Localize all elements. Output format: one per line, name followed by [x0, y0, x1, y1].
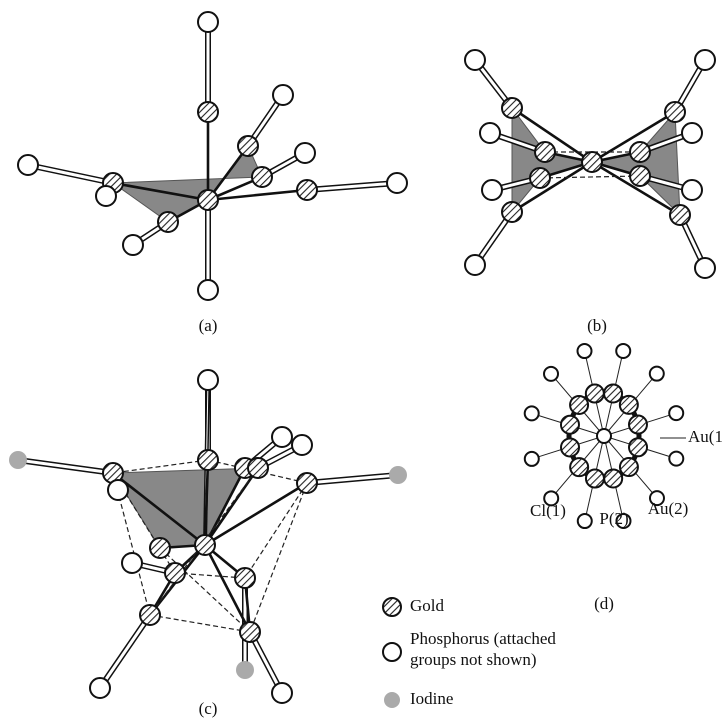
gold-atom [570, 458, 588, 476]
panel-label: (a) [199, 316, 218, 335]
contact [160, 548, 250, 632]
gold-atom [248, 458, 268, 478]
phosphorus-atom [18, 155, 38, 175]
phosphorus-atom [616, 344, 630, 358]
atom-label: P(2) [599, 509, 628, 528]
gold-atom [630, 142, 650, 162]
phosphorus-atom [295, 143, 315, 163]
gold-atom [158, 212, 178, 232]
gold-atom [502, 98, 522, 118]
gold-atom [240, 622, 260, 642]
p-bond-inner [18, 460, 113, 473]
gold-atom [604, 469, 622, 487]
gold-atom [238, 136, 258, 156]
panel-label: (d) [594, 594, 614, 613]
phosphorus-atom [480, 123, 500, 143]
phosphorus-atom [383, 643, 401, 661]
legend-text: Phosphorus (attached [410, 629, 556, 648]
gold-atom [297, 180, 317, 200]
phosphorus-atom [465, 50, 485, 70]
gold-atom [630, 166, 650, 186]
gold-atom [604, 384, 622, 402]
phosphorus-atom [90, 678, 110, 698]
iodine-atom [236, 661, 254, 679]
gold-atom [570, 396, 588, 414]
phosphorus-atom [96, 186, 116, 206]
legend-text: groups not shown) [410, 650, 537, 669]
phosphorus-atom [198, 370, 218, 390]
legend-text: Iodine [410, 689, 453, 708]
iodine-atom [389, 466, 407, 484]
gold-atom [252, 167, 272, 187]
gold-atom [383, 598, 401, 616]
phosphorus-atom [682, 123, 702, 143]
plane [592, 112, 680, 215]
gold-atom [586, 385, 604, 403]
phosphorus-atom [198, 280, 218, 300]
gold-atom [670, 205, 690, 225]
gold-atom [198, 450, 218, 470]
phosphorus-atom [482, 180, 502, 200]
p-bond-inner [28, 165, 113, 183]
bonds [18, 22, 705, 693]
atom-label: Cl(1) [530, 501, 566, 520]
phosphorus-atom [292, 435, 312, 455]
contact [245, 483, 307, 578]
phosphorus-atom [597, 429, 611, 443]
phosphorus-atom [650, 367, 664, 381]
phosphorus-atom [273, 85, 293, 105]
phosphorus-atom [123, 235, 143, 255]
gold-atom [586, 470, 604, 488]
panel-label: (c) [199, 699, 218, 718]
phosphorus-atom [122, 553, 142, 573]
iodine-atom [9, 451, 27, 469]
gold-atom [561, 416, 579, 434]
atom-label: Au(1) [688, 427, 723, 446]
gold-atom [629, 438, 647, 456]
gold-atom [198, 190, 218, 210]
figure: (a) (b) (c) (d) Au(1) Cl(1) P(2) Au(2) G… [0, 0, 723, 719]
gold-atom [535, 142, 555, 162]
legend-text: Gold [410, 596, 445, 615]
phosphorus-atom [669, 406, 683, 420]
gold-atom [150, 538, 170, 558]
gold-atom [561, 438, 579, 456]
phosphorus-atom [272, 427, 292, 447]
gold-atom [502, 202, 522, 222]
gold-atom [140, 605, 160, 625]
gold-atom [235, 568, 255, 588]
phosphorus-atom [525, 452, 539, 466]
phosphorus-atom [669, 452, 683, 466]
gold-atom [297, 473, 317, 493]
gold-atom [198, 102, 218, 122]
phosphorus-atom [108, 480, 128, 500]
contact [150, 615, 250, 632]
atom-label: Au(2) [648, 499, 689, 518]
contact [540, 176, 640, 178]
phosphorus-atom [695, 50, 715, 70]
p-bond-inner [100, 615, 150, 688]
phosphorus-atom [198, 12, 218, 32]
gold-atom [620, 458, 638, 476]
gold-atom [582, 152, 602, 172]
gold-atom [530, 168, 550, 188]
phosphorus-atom [682, 180, 702, 200]
phosphorus-atom [525, 406, 539, 420]
gold-atom [195, 535, 215, 555]
phosphorus-atom [578, 514, 592, 528]
phosphorus-atom [544, 367, 558, 381]
phosphorus-atom [695, 258, 715, 278]
gold-atom [665, 102, 685, 122]
gold-atom [165, 563, 185, 583]
panel-label: (b) [587, 316, 607, 335]
phosphorus-atom [578, 344, 592, 358]
phosphorus-atom [272, 683, 292, 703]
gold-atom [620, 396, 638, 414]
phosphorus-atom [387, 173, 407, 193]
iodine-atom [384, 692, 400, 708]
phosphorus-atom [465, 255, 485, 275]
gold-atom [629, 416, 647, 434]
